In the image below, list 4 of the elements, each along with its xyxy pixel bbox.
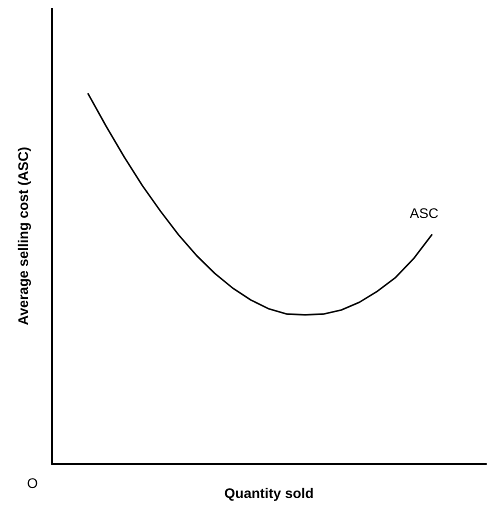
y-axis-title: Average selling cost (ASC) bbox=[15, 146, 31, 326]
series-label: ASC bbox=[410, 204, 439, 221]
x-axis-title: Quantity sold bbox=[224, 485, 314, 501]
text: O bbox=[27, 475, 38, 491]
